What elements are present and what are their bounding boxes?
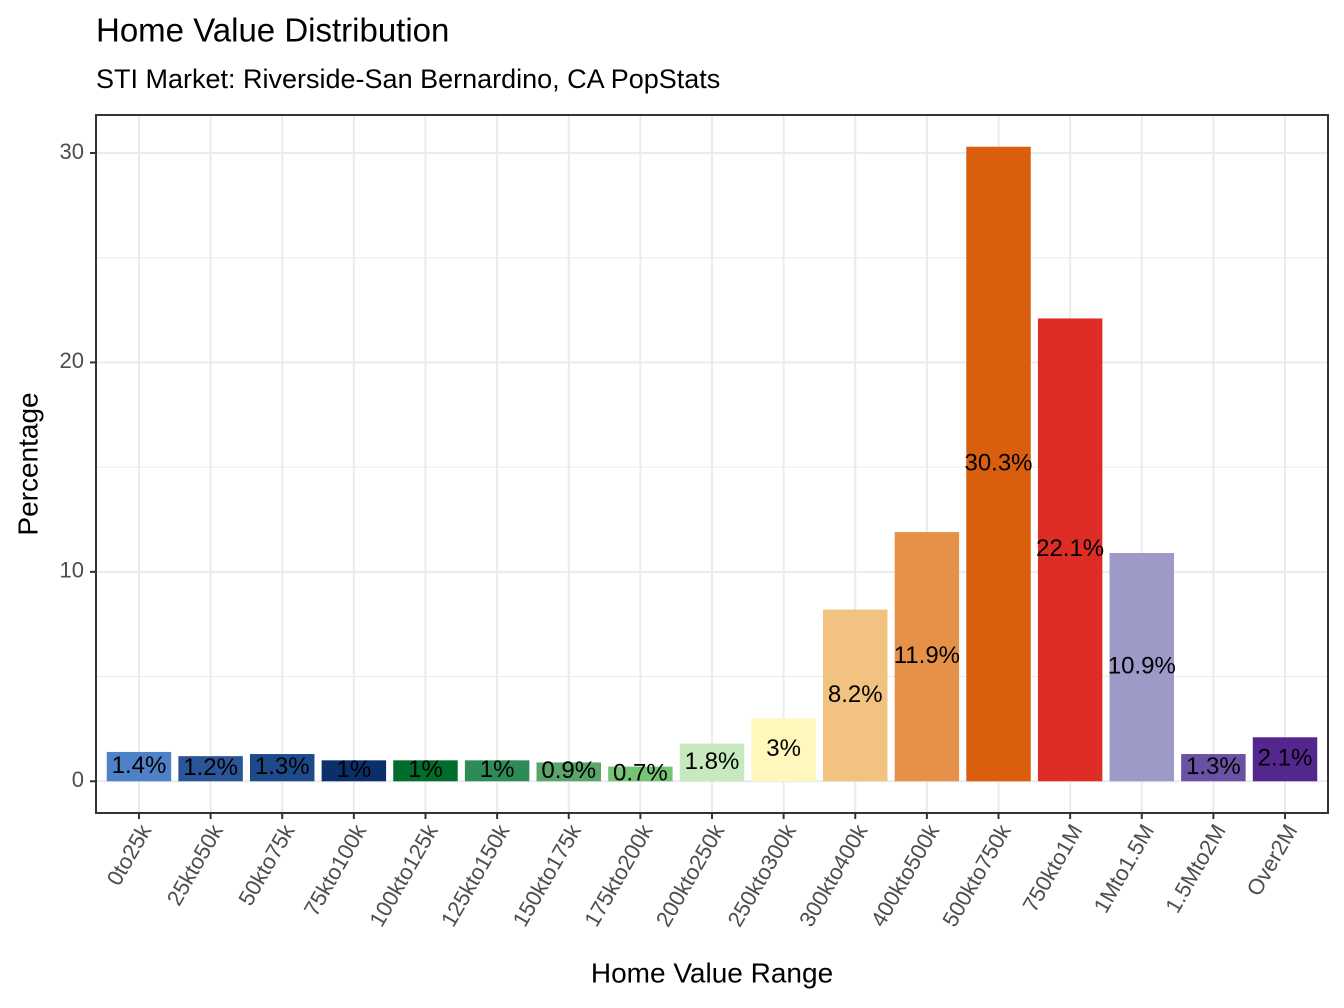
- x-tick-label: 500kto750k: [937, 819, 1016, 931]
- value-label: 0.7%: [613, 759, 668, 786]
- x-axis-title: Home Value Range: [591, 957, 833, 988]
- bar: [823, 609, 888, 782]
- x-tick-label: 100kto125k: [364, 819, 443, 931]
- x-tick-label: Over2M: [1242, 820, 1303, 900]
- bar: [393, 760, 458, 782]
- value-label: 1.2%: [183, 754, 238, 781]
- x-tick-label: 1.5Mto2M: [1160, 820, 1231, 917]
- x-tick-label: 750kto1M: [1018, 820, 1088, 916]
- y-tick-label: 0: [72, 767, 84, 792]
- x-tick-label: 50kto75k: [233, 819, 300, 910]
- x-tick-label: 250kto300k: [722, 819, 801, 931]
- bar: [1252, 737, 1318, 782]
- y-axis-title: Percentage: [12, 392, 43, 535]
- x-tick-label: 75kto100k: [299, 819, 372, 920]
- value-label: 1%: [337, 756, 372, 783]
- x-tick-label: 0to25k: [102, 819, 157, 890]
- bar: [464, 760, 530, 782]
- bar: [751, 718, 816, 782]
- bar: [536, 762, 601, 782]
- value-label: 8.2%: [828, 681, 883, 708]
- x-tick-label: 300kto400k: [794, 819, 873, 931]
- chart-title: Home Value Distribution: [96, 12, 449, 49]
- value-label: 1%: [480, 756, 515, 783]
- bar: [178, 756, 243, 782]
- value-label: 2.1%: [1258, 745, 1313, 772]
- bar: [966, 146, 1031, 782]
- bar: [608, 766, 673, 782]
- x-tick-label: 25kto50k: [162, 819, 229, 910]
- y-tick-label: 10: [60, 558, 84, 583]
- value-label: 11.9%: [894, 642, 960, 669]
- value-label: 0.9%: [541, 757, 596, 784]
- bar: [894, 532, 960, 782]
- value-label: 22.1%: [1036, 535, 1104, 562]
- x-tick-label: 400kto500k: [866, 819, 945, 931]
- value-label: 1.4%: [112, 752, 167, 779]
- y-tick-label: 20: [60, 348, 84, 373]
- panel-border: [95, 114, 1329, 814]
- value-label: 1.3%: [255, 753, 310, 780]
- value-label: 1.3%: [1186, 753, 1241, 780]
- x-tick-label: 175kto200k: [579, 819, 658, 931]
- value-label: 3%: [766, 735, 801, 762]
- value-label: 1%: [408, 756, 443, 783]
- value-label: 30.3%: [964, 449, 1032, 476]
- bar: [106, 751, 172, 782]
- bar: [321, 760, 387, 782]
- x-tick-label: 150kto175k: [508, 819, 587, 931]
- chart-subtitle: STI Market: Riverside-San Bernardino, CA…: [96, 64, 720, 94]
- y-tick-label: 30: [60, 139, 84, 164]
- x-tick-label: 200kto250k: [651, 819, 730, 931]
- bar: [1037, 318, 1103, 782]
- bar: [1181, 754, 1246, 782]
- x-tick-label: 125kto150k: [436, 819, 515, 931]
- bar: [250, 754, 315, 782]
- bar: [679, 743, 745, 782]
- value-label: 1.8%: [685, 748, 740, 775]
- x-tick-label: 1Mto1.5M: [1089, 820, 1160, 917]
- value-label: 10.9%: [1108, 652, 1176, 679]
- bar: [1109, 553, 1174, 782]
